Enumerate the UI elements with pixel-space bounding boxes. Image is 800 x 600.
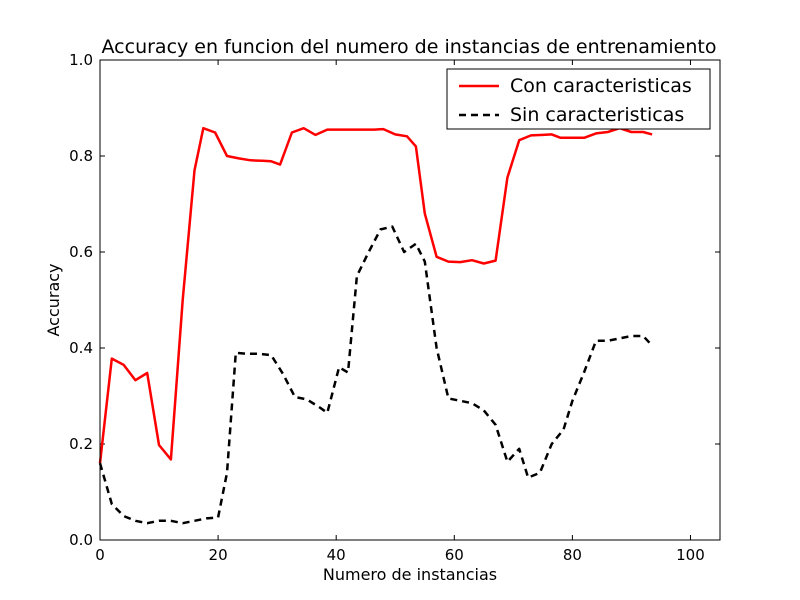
legend-label-con-caracteristicas: Con caracteristicas xyxy=(510,75,692,97)
x-tick-label: 20 xyxy=(209,546,228,564)
y-tick-label: 0.4 xyxy=(69,339,93,357)
plot-frame xyxy=(99,59,721,541)
y-tick-label: 0.8 xyxy=(69,147,93,165)
x-tick-label: 40 xyxy=(327,546,346,564)
x-axis-label: Numero de instancias xyxy=(323,565,497,584)
y-tick-label: 1.0 xyxy=(69,51,93,69)
legend-label-sin-caracteristicas: Sin caracteristicas xyxy=(510,104,684,126)
x-tick-label: 60 xyxy=(445,546,464,564)
chart-title: Accuracy en funcion del numero de instan… xyxy=(102,36,717,58)
plot-area xyxy=(100,60,720,540)
y-axis-label: Accuracy xyxy=(44,263,63,336)
series-line-1 xyxy=(98,225,654,525)
x-tick-label: 0 xyxy=(95,546,105,564)
series-layer xyxy=(98,126,654,525)
legend: Con caracteristicas Sin caracteristicas xyxy=(446,68,711,130)
y-tick-label: 0.2 xyxy=(69,435,93,453)
y-tick-label: 0.6 xyxy=(69,243,93,261)
y-tick-label: 0.0 xyxy=(69,531,93,549)
axis-ticks: 0 20 40 60 80 100 0.0 0.2 0.4 0.6 0.8 1.0 xyxy=(69,51,720,564)
series-line-0 xyxy=(98,126,653,464)
legend-box xyxy=(446,68,711,130)
x-tick-label: 80 xyxy=(563,546,582,564)
x-tick-label: 100 xyxy=(676,546,705,564)
